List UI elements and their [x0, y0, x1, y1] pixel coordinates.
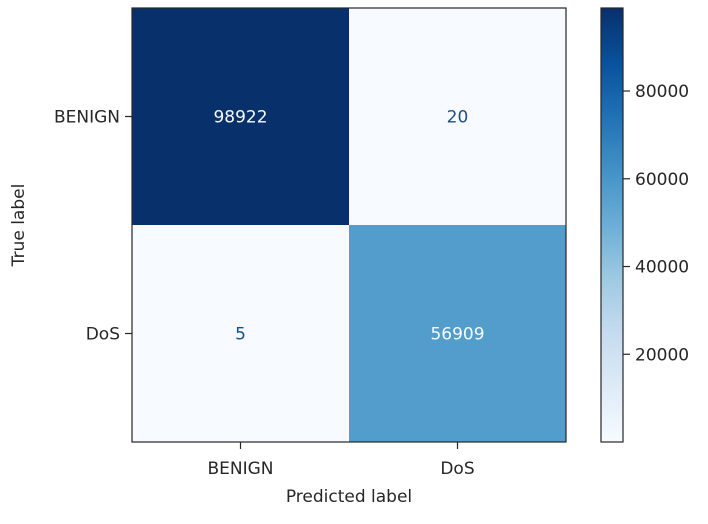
colorbar-tick-label: 60000: [635, 170, 689, 190]
x-axis-label: Predicted label: [286, 487, 412, 507]
y-axis-label: True label: [9, 184, 29, 268]
colorbar-tick-label: 80000: [635, 82, 689, 102]
matrix-frame: [131, 7, 567, 443]
y-tick-label: DoS: [86, 325, 120, 345]
heatmap-cell: [132, 225, 350, 443]
x-tick-label: BENIGN: [207, 459, 273, 479]
cell-value-label: 5: [235, 325, 246, 345]
colorbar-frame: [600, 7, 624, 443]
cell-value-labels: 98922 20 5 56909: [213, 108, 484, 345]
colorbar: [601, 8, 623, 442]
cell-value-label: 56909: [430, 325, 484, 345]
y-axis-ticks: BENIGN DoS: [54, 108, 132, 345]
colorbar-ticks: 20000 40000 60000 80000: [623, 82, 689, 365]
heatmap-cells: [132, 8, 567, 443]
cell-value-label: 20: [447, 108, 469, 128]
cell-value-label: 98922: [213, 108, 267, 128]
colorbar-tick-label: 20000: [635, 345, 689, 365]
colorbar-tick-label: 40000: [635, 258, 689, 278]
x-tick-label: DoS: [440, 459, 474, 479]
heatmap-cell: [349, 225, 567, 443]
x-axis-ticks: BENIGN DoS: [207, 442, 475, 479]
heatmap-cell: [349, 8, 567, 226]
heatmap-cell: [132, 8, 350, 226]
y-tick-label: BENIGN: [54, 108, 120, 128]
